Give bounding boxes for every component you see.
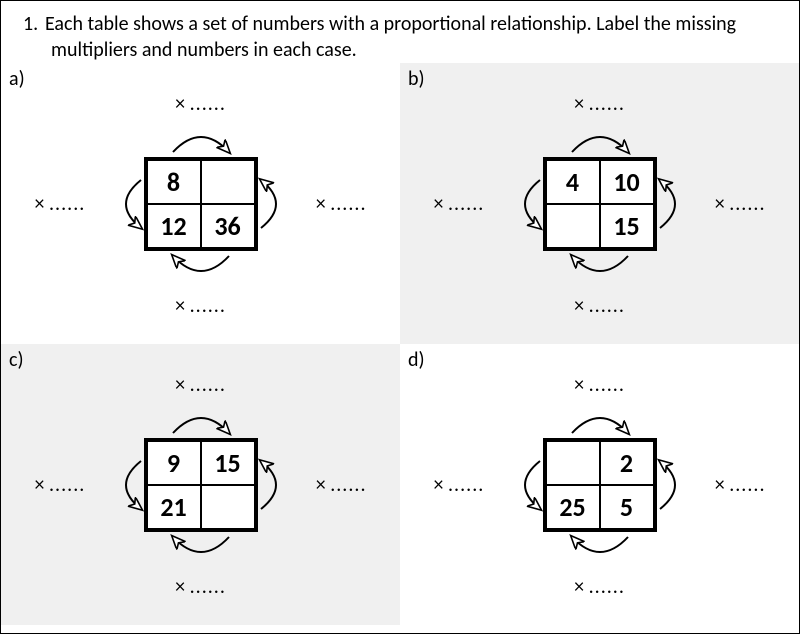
multiplier-right: × ...... bbox=[316, 192, 367, 216]
cell: 5 bbox=[600, 485, 654, 529]
multiplier-top: × ...... bbox=[175, 92, 226, 116]
multiplier-right: × ...... bbox=[316, 473, 367, 497]
cell: 15 bbox=[600, 204, 654, 248]
diagram-a: × ...... × ...... × ...... × ...... bbox=[21, 84, 381, 324]
grid-a: 8 12 36 bbox=[144, 157, 258, 251]
cell bbox=[546, 204, 600, 248]
panel-d: d) × ...... × ...... × ...... × ...... 2… bbox=[400, 344, 799, 625]
question: 1.Each table shows a set of numbers with… bbox=[1, 11, 799, 63]
worksheet-page: 1.Each table shows a set of numbers with… bbox=[0, 0, 800, 634]
multiplier-left: × ...... bbox=[35, 473, 86, 497]
grid-b: 4 10 15 bbox=[543, 157, 657, 251]
cell: 10 bbox=[600, 160, 654, 204]
cell: 4 bbox=[546, 160, 600, 204]
multiplier-bottom: × ...... bbox=[175, 575, 226, 599]
cell bbox=[201, 160, 255, 204]
panel-c: c) × ...... × ...... × ...... × ...... 9… bbox=[1, 344, 400, 625]
grid-c: 9 15 21 bbox=[144, 438, 258, 532]
cell: 9 bbox=[147, 441, 201, 485]
diagram-b: × ...... × ...... × ...... × ...... 4 10… bbox=[420, 84, 780, 324]
multiplier-bottom: × ...... bbox=[175, 294, 226, 318]
question-line1: Each table shows a set of numbers with a… bbox=[45, 12, 736, 36]
multiplier-top: × ...... bbox=[574, 92, 625, 116]
cell: 8 bbox=[147, 160, 201, 204]
question-number: 1. bbox=[23, 11, 45, 37]
cell: 25 bbox=[546, 485, 600, 529]
cell: 12 bbox=[147, 204, 201, 248]
multiplier-top: × ...... bbox=[175, 373, 226, 397]
cell: 15 bbox=[201, 441, 255, 485]
cell bbox=[201, 485, 255, 529]
cell bbox=[546, 441, 600, 485]
multiplier-right: × ...... bbox=[715, 473, 766, 497]
grid-d: 2 25 5 bbox=[543, 438, 657, 532]
multiplier-bottom: × ...... bbox=[574, 294, 625, 318]
quadrants: a) × ...... × ...... × ...... × ...... bbox=[1, 63, 799, 625]
multiplier-left: × ...... bbox=[434, 192, 485, 216]
multiplier-left: × ...... bbox=[434, 473, 485, 497]
multiplier-bottom: × ...... bbox=[574, 575, 625, 599]
panel-b: b) × ...... × ...... × ...... × ...... 4… bbox=[400, 63, 799, 344]
cell: 2 bbox=[600, 441, 654, 485]
multiplier-top: × ...... bbox=[574, 373, 625, 397]
diagram-c: × ...... × ...... × ...... × ...... 9 15… bbox=[21, 365, 381, 605]
cell: 21 bbox=[147, 485, 201, 529]
diagram-d: × ...... × ...... × ...... × ...... 2 25… bbox=[420, 365, 780, 605]
cell: 36 bbox=[201, 204, 255, 248]
multiplier-right: × ...... bbox=[715, 192, 766, 216]
multiplier-left: × ...... bbox=[35, 192, 86, 216]
question-line2: multipliers and numbers in each case. bbox=[23, 37, 779, 63]
panel-a: a) × ...... × ...... × ...... × ...... bbox=[1, 63, 400, 344]
